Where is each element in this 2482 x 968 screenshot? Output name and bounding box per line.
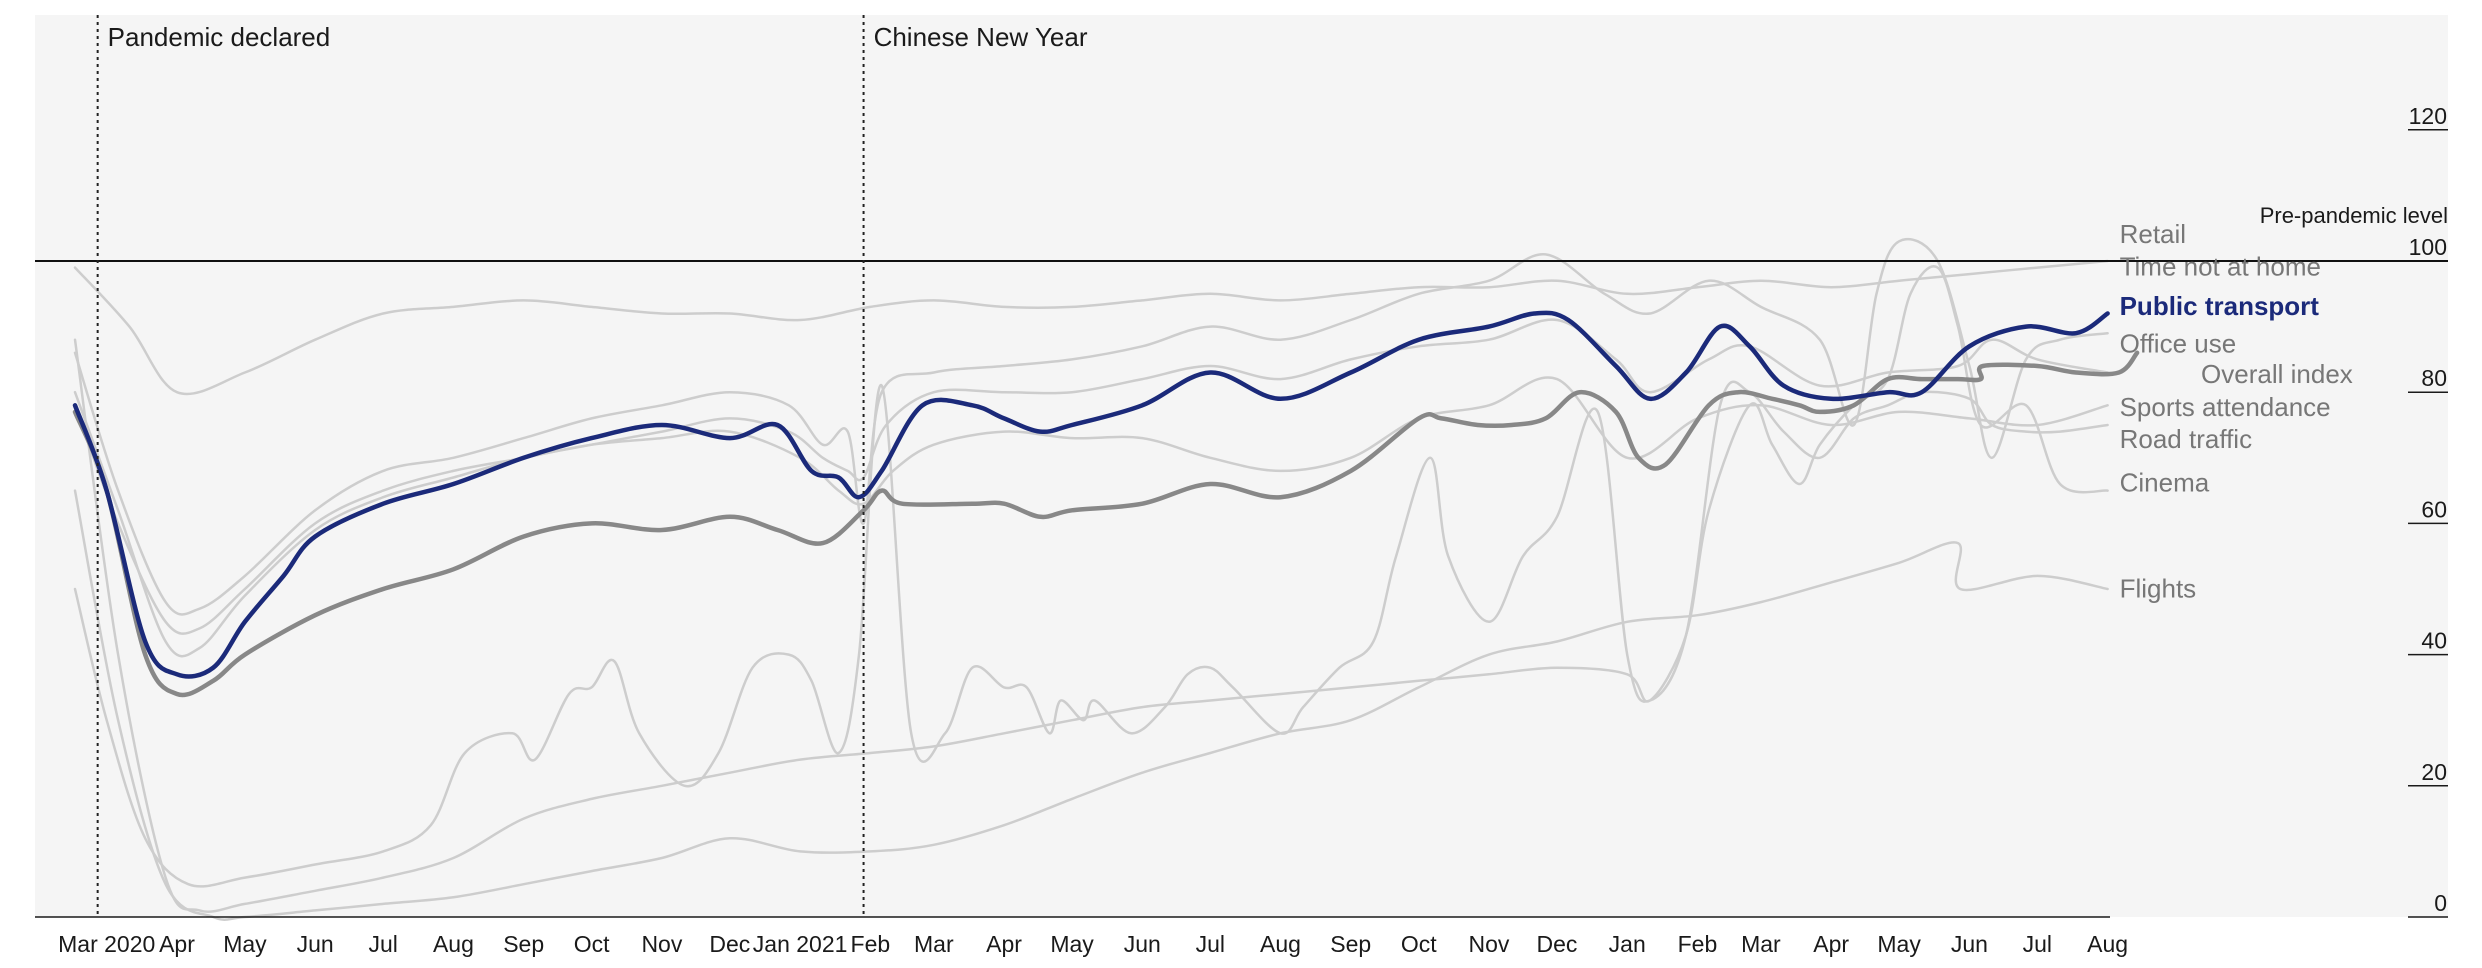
x-tick-label: Nov (1469, 931, 1510, 957)
series-line-road-traffic (73, 376, 2109, 635)
x-tick-label: Jun (1951, 931, 1988, 957)
event-label-chinese-new-year: Chinese New Year (874, 22, 1088, 52)
x-tick-label: Feb (851, 931, 891, 957)
x-tick-label: Nov (641, 931, 682, 957)
x-axis: Mar 2020 Apr May Jun Jul Aug Sep Oct Nov Dec Jan 2… (35, 916, 2128, 957)
x-tick-label: May (1877, 931, 1921, 957)
x-tick-label: Aug (2087, 931, 2128, 957)
y-tick-label: 100 (2409, 234, 2447, 260)
y-tick-label: 120 (2409, 103, 2447, 129)
y-axis: 0 20 40 60 80 100 120 (2408, 103, 2448, 918)
event-group: Pandemic declared Chinese New Year (96, 15, 1088, 917)
x-tick-label: Feb (1678, 931, 1718, 957)
y-tick-label: 20 (2421, 759, 2447, 785)
series-label-overall-index: Overall index (2201, 359, 2353, 389)
series-group (72, 237, 2140, 921)
series-line-sports-attendance (73, 380, 2109, 888)
series-label-public-transport: Public transport (2120, 291, 2320, 321)
x-tick-label: Sep (1330, 931, 1371, 957)
x-tick-label: Oct (1401, 931, 1437, 957)
series-line-time-not-at-home (73, 259, 2109, 396)
x-tick-label: Aug (1260, 931, 1301, 957)
series-label-time-not-at-home: Time not at home (2120, 252, 2321, 282)
series-label-retail: Retail (2120, 219, 2186, 249)
y-tick-label: 0 (2434, 890, 2447, 916)
x-tick-label: Apr (986, 931, 1022, 957)
x-tick-label: May (1050, 931, 1094, 957)
series-label-cinema: Cinema (2120, 467, 2210, 497)
x-tick-label: Jul (368, 931, 397, 957)
series-label-road-traffic: Road traffic (2120, 424, 2252, 454)
series-line-cinema (73, 265, 2109, 913)
y-tick-label: 80 (2421, 365, 2447, 391)
event-label-pandemic-declared: Pandemic declared (108, 22, 331, 52)
x-tick-label: Oct (574, 931, 610, 957)
y-tick-label: 60 (2421, 496, 2447, 522)
x-tick-label: Jan 2021 (753, 931, 848, 957)
series-line-retail (73, 237, 2109, 616)
series-line-flights (73, 489, 2109, 921)
series-label-sports-attendance: Sports attendance (2120, 392, 2331, 422)
x-tick-label: Mar 2020 (58, 931, 155, 957)
x-tick-label: Jan (1609, 931, 1646, 957)
x-tick-label: Apr (1813, 931, 1849, 957)
x-tick-label: Jul (1196, 931, 1225, 957)
series-label-office-use: Office use (2120, 328, 2237, 358)
x-tick-label: Dec (1537, 931, 1578, 957)
x-tick-label: May (223, 931, 267, 957)
x-tick-label: Jun (1124, 931, 1161, 957)
x-tick-label: Mar (914, 931, 954, 957)
x-tick-label: Apr (159, 931, 195, 957)
series-line-public-transport (72, 310, 2110, 679)
x-tick-label: Aug (433, 931, 474, 957)
reference-group: Pre-pandemic level (35, 203, 2448, 262)
x-tick-label: Mar (1741, 931, 1781, 957)
x-tick-label: Sep (503, 931, 544, 957)
reference-line-label: Pre-pandemic level (2260, 203, 2448, 228)
x-tick-label: Jun (297, 931, 334, 957)
series-label-flights: Flights (2120, 574, 2197, 604)
y-tick-label: 40 (2421, 628, 2447, 654)
x-tick-label: Jul (2023, 931, 2052, 957)
x-tick-label: Dec (709, 931, 750, 957)
